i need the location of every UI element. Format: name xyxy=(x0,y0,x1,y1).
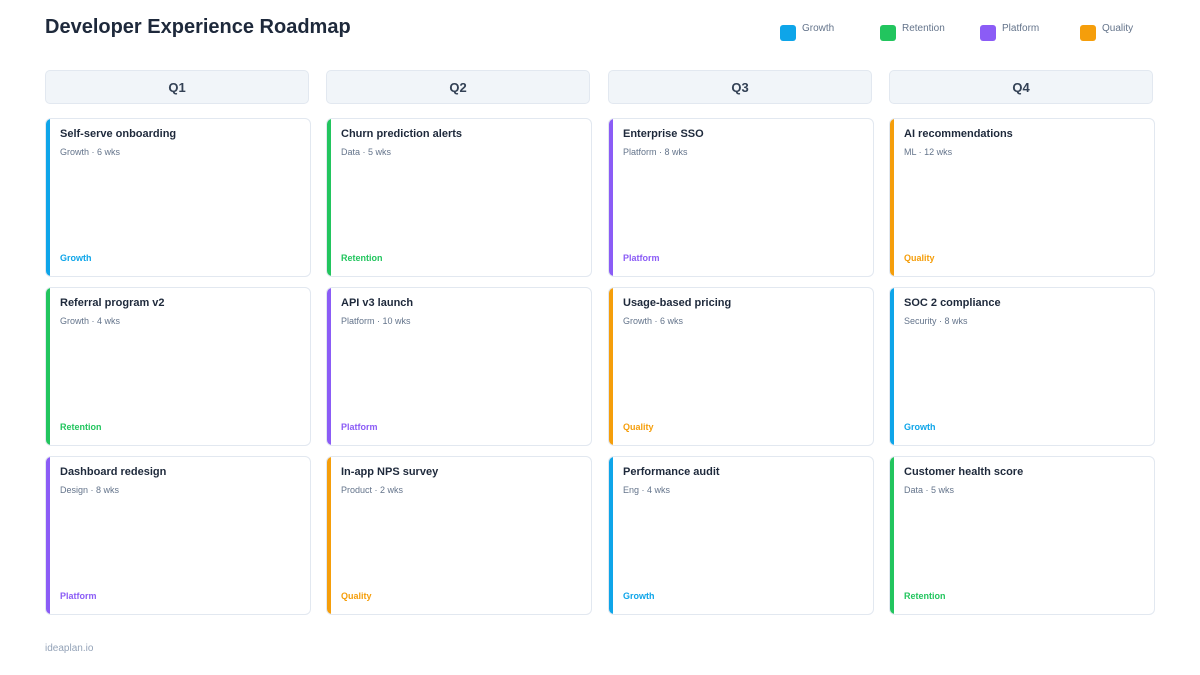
page-title: Developer Experience Roadmap xyxy=(45,16,351,38)
legend-swatch-growth xyxy=(780,25,796,41)
roadmap-card[interactable]: API v3 launch Platform · 10 wks Platform xyxy=(326,287,592,446)
card-accent-bar xyxy=(890,119,894,276)
card-title: Dashboard redesign xyxy=(60,466,167,478)
roadmap-card[interactable]: Self-serve onboarding Growth · 6 wks Growt… xyxy=(45,118,311,277)
column-header-q4: Q4 xyxy=(889,70,1153,104)
card-accent-bar xyxy=(327,288,331,445)
card-title: In-app NPS survey xyxy=(341,466,439,478)
card-title: Referral program v2 xyxy=(60,297,165,309)
card-accent-bar xyxy=(46,457,50,614)
card-accent-bar xyxy=(609,288,613,445)
card-title: Usage-based pricing xyxy=(623,297,732,309)
roadmap-card[interactable]: Enterprise SSO Platform · 8 wks Platform xyxy=(608,118,874,277)
card-meta: ML · 12 wks xyxy=(904,147,953,157)
card-accent-bar xyxy=(890,288,894,445)
card-title: API v3 launch xyxy=(341,297,414,309)
card-title: AI recommendations xyxy=(904,128,1013,140)
roadmap-card[interactable]: SOC 2 compliance Security · 8 wks Growth xyxy=(889,287,1155,446)
card-accent-bar xyxy=(327,457,331,614)
card-meta: Eng · 4 wks xyxy=(623,485,671,495)
footer-brand: ideaplan.io xyxy=(45,643,94,654)
legend-label: Platform xyxy=(1002,23,1040,34)
roadmap-card[interactable]: In-app NPS survey Product · 2 wks Quality xyxy=(326,456,592,615)
roadmap-card[interactable]: Usage-based pricing Growth · 6 wks Quality xyxy=(608,287,874,446)
column-header-q3: Q3 xyxy=(608,70,872,104)
legend-label: Retention xyxy=(902,23,945,34)
card-tag: Quality xyxy=(904,253,935,263)
card-tag: Platform xyxy=(623,253,660,263)
roadmap-card[interactable]: Dashboard redesign Design · 8 wks Platform xyxy=(45,456,311,615)
card-accent-bar xyxy=(327,119,331,276)
card-tag: Quality xyxy=(623,422,654,432)
card-accent-bar xyxy=(46,288,50,445)
card-tag: Retention xyxy=(341,253,383,263)
card-title: Enterprise SSO xyxy=(623,128,704,140)
card-title: SOC 2 compliance xyxy=(904,297,1001,309)
card-title: Customer health score xyxy=(904,466,1024,478)
card-tag: Retention xyxy=(60,422,102,432)
card-accent-bar xyxy=(890,457,894,614)
card-title: Self-serve onboarding xyxy=(60,128,177,140)
card-meta: Growth · 4 wks xyxy=(60,316,121,326)
card-meta: Product · 2 wks xyxy=(341,485,404,495)
card-tag: Platform xyxy=(341,422,378,432)
legend-item-growth: Growth xyxy=(780,22,834,41)
legend-item-retention: Retention xyxy=(880,22,945,41)
legend-item-quality: Quality xyxy=(1080,22,1133,41)
card-tag: Retention xyxy=(904,591,946,601)
legend-label: Quality xyxy=(1102,23,1134,34)
card-meta: Security · 8 wks xyxy=(904,316,968,326)
roadmap-card[interactable]: AI recommendations ML · 12 wks Quality xyxy=(889,118,1155,277)
roadmap-card[interactable]: Performance audit Eng · 4 wks Growth xyxy=(608,456,874,615)
card-tag: Growth xyxy=(904,422,936,432)
card-accent-bar xyxy=(46,119,50,276)
card-title: Churn prediction alerts xyxy=(341,128,463,140)
card-meta: Design · 8 wks xyxy=(60,485,120,495)
card-meta: Data · 5 wks xyxy=(904,485,955,495)
column-header-q2: Q2 xyxy=(326,70,590,104)
roadmap-card[interactable]: Customer health score Data · 5 wks Retenti… xyxy=(889,456,1155,615)
card-accent-bar xyxy=(609,457,613,614)
roadmap-card[interactable]: Referral program v2 Growth · 4 wks Retenti… xyxy=(45,287,311,446)
card-meta: Growth · 6 wks xyxy=(623,316,684,326)
card-tag: Growth xyxy=(623,591,655,601)
card-accent-bar xyxy=(609,119,613,276)
legend-swatch-platform xyxy=(980,25,996,41)
legend-label: Growth xyxy=(802,23,835,34)
legend-swatch-quality xyxy=(1080,25,1096,41)
card-meta: Data · 5 wks xyxy=(341,147,392,157)
legend-item-platform: Platform xyxy=(980,22,1039,41)
legend-swatch-retention xyxy=(880,25,896,41)
card-meta: Growth · 6 wks xyxy=(60,147,121,157)
card-tag: Platform xyxy=(60,591,97,601)
card-title: Performance audit xyxy=(623,466,720,478)
card-tag: Growth xyxy=(60,253,92,263)
column-header-q1: Q1 xyxy=(45,70,309,104)
card-meta: Platform · 8 wks xyxy=(623,147,688,157)
roadmap-card[interactable]: Churn prediction alerts Data · 5 wks Reten… xyxy=(326,118,592,277)
card-meta: Platform · 10 wks xyxy=(341,316,411,326)
card-tag: Quality xyxy=(341,591,372,601)
